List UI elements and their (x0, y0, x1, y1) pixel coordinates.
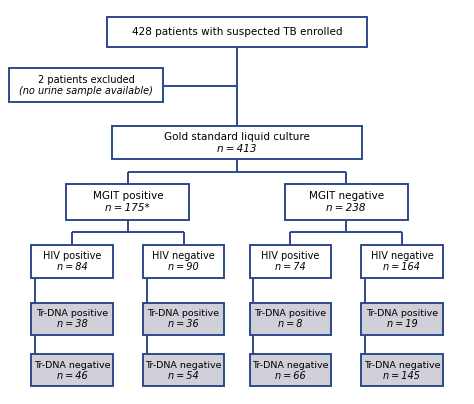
FancyBboxPatch shape (250, 244, 331, 278)
FancyBboxPatch shape (250, 303, 331, 335)
FancyBboxPatch shape (143, 303, 224, 335)
Text: MGIT negative: MGIT negative (309, 191, 384, 201)
FancyBboxPatch shape (143, 354, 224, 386)
Text: HIV negative: HIV negative (152, 251, 215, 261)
Text: n = 66: n = 66 (275, 371, 306, 381)
Text: Tr-DNA positive: Tr-DNA positive (255, 309, 327, 318)
Text: Tr-DNA negative: Tr-DNA negative (252, 361, 328, 370)
Text: 428 patients with suspected TB enrolled: 428 patients with suspected TB enrolled (132, 27, 342, 37)
Text: n = 38: n = 38 (57, 320, 88, 330)
FancyBboxPatch shape (31, 244, 113, 278)
Text: n = 90: n = 90 (168, 263, 199, 272)
FancyBboxPatch shape (31, 354, 113, 386)
Text: n = 164: n = 164 (383, 263, 420, 272)
Text: MGIT positive: MGIT positive (92, 191, 163, 201)
Text: n = 175*: n = 175* (105, 203, 150, 213)
FancyBboxPatch shape (361, 244, 443, 278)
FancyBboxPatch shape (111, 126, 363, 160)
Text: n = 8: n = 8 (278, 320, 303, 330)
Text: n = 238: n = 238 (327, 203, 366, 213)
FancyBboxPatch shape (284, 184, 408, 220)
Text: Tr-DNA negative: Tr-DNA negative (364, 361, 440, 370)
Text: Gold standard liquid culture: Gold standard liquid culture (164, 132, 310, 142)
FancyBboxPatch shape (66, 184, 190, 220)
Text: n = 19: n = 19 (386, 320, 417, 330)
Text: n = 84: n = 84 (57, 263, 88, 272)
Text: (no urine sample available): (no urine sample available) (19, 86, 153, 96)
Text: Tr-DNA positive: Tr-DNA positive (147, 309, 219, 318)
FancyBboxPatch shape (31, 303, 113, 335)
FancyBboxPatch shape (107, 17, 367, 46)
FancyBboxPatch shape (250, 354, 331, 386)
Text: n = 36: n = 36 (168, 320, 199, 330)
Text: n = 413: n = 413 (217, 144, 257, 154)
FancyBboxPatch shape (361, 303, 443, 335)
Text: n = 46: n = 46 (57, 371, 88, 381)
Text: HIV positive: HIV positive (261, 251, 319, 261)
FancyBboxPatch shape (143, 244, 224, 278)
Text: n = 145: n = 145 (383, 371, 420, 381)
Text: n = 54: n = 54 (168, 371, 199, 381)
FancyBboxPatch shape (361, 354, 443, 386)
FancyBboxPatch shape (9, 68, 163, 102)
Text: HIV positive: HIV positive (43, 251, 101, 261)
Text: n = 74: n = 74 (275, 263, 306, 272)
Text: Tr-DNA negative: Tr-DNA negative (146, 361, 222, 370)
Text: 2 patients excluded: 2 patients excluded (37, 75, 135, 85)
Text: HIV negative: HIV negative (371, 251, 433, 261)
Text: Tr-DNA negative: Tr-DNA negative (34, 361, 110, 370)
Text: Tr-DNA positive: Tr-DNA positive (366, 309, 438, 318)
Text: Tr-DNA positive: Tr-DNA positive (36, 309, 108, 318)
